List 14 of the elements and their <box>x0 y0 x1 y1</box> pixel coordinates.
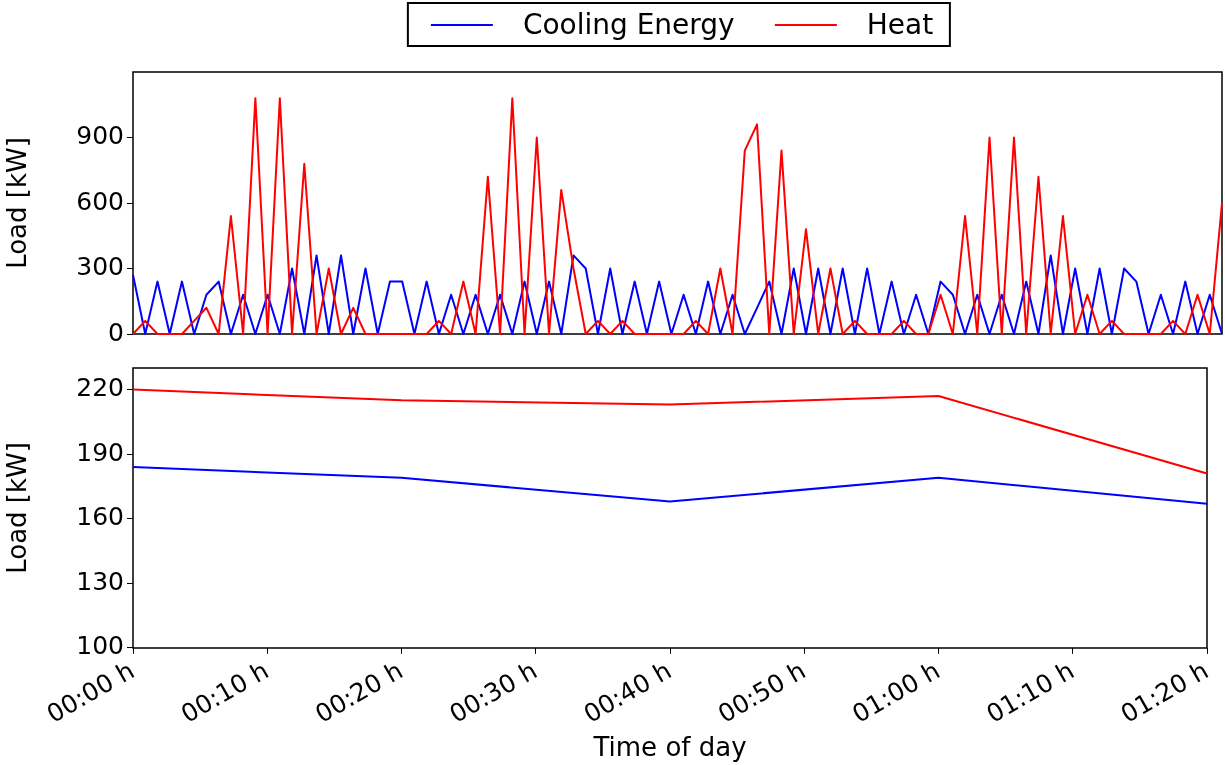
y-tick-label: 900 <box>76 121 124 150</box>
y-tick-label: 0 <box>108 317 124 347</box>
y-tick-label: 100 <box>76 631 124 661</box>
legend-label: Cooling Energy <box>522 8 735 41</box>
y-tick-label: 300 <box>76 252 124 281</box>
x-axis-title: Time of day <box>592 732 747 763</box>
y-tick-label: 160 <box>76 502 124 532</box>
y-tick-label: 130 <box>76 566 124 596</box>
y-tick-label: 220 <box>76 373 124 403</box>
y-axis-title: Load [kW] <box>2 137 33 269</box>
legend-label: Heat <box>866 8 934 41</box>
y-tick-label: 600 <box>76 186 124 216</box>
y-tick-label: 190 <box>76 437 124 467</box>
y-axis-title: Load [kW] <box>2 442 33 574</box>
